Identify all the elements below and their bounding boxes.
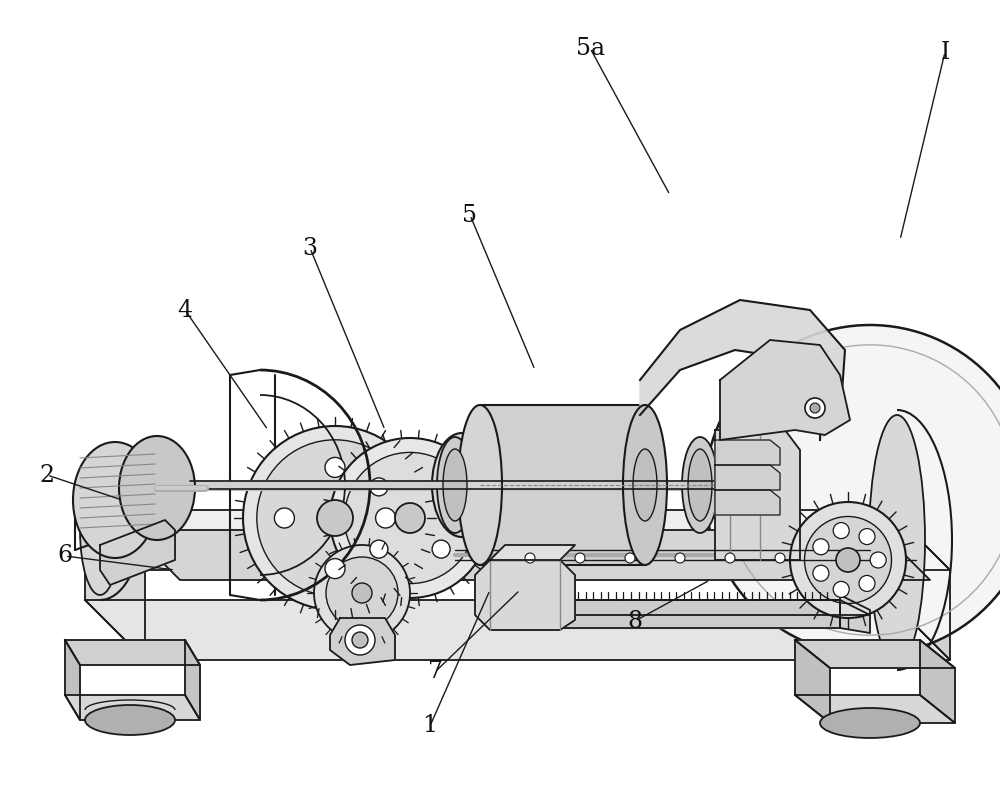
Ellipse shape <box>813 565 829 581</box>
Polygon shape <box>720 340 850 440</box>
Ellipse shape <box>443 449 467 521</box>
Polygon shape <box>715 490 780 515</box>
Ellipse shape <box>525 553 535 563</box>
Ellipse shape <box>790 502 906 618</box>
Polygon shape <box>490 600 840 628</box>
Text: 3: 3 <box>302 237 318 260</box>
Ellipse shape <box>274 508 294 528</box>
Ellipse shape <box>370 478 388 496</box>
Polygon shape <box>715 430 800 560</box>
Polygon shape <box>490 545 575 560</box>
Polygon shape <box>840 595 870 633</box>
Ellipse shape <box>395 503 425 533</box>
Ellipse shape <box>623 405 667 565</box>
Text: 5: 5 <box>462 203 478 226</box>
Ellipse shape <box>243 426 427 610</box>
Polygon shape <box>795 640 955 668</box>
Ellipse shape <box>833 581 849 598</box>
Ellipse shape <box>119 436 195 540</box>
Ellipse shape <box>352 632 368 648</box>
Ellipse shape <box>575 553 585 563</box>
Ellipse shape <box>805 398 825 418</box>
Ellipse shape <box>73 442 157 558</box>
Ellipse shape <box>627 437 663 533</box>
Ellipse shape <box>330 438 490 598</box>
Polygon shape <box>185 640 200 720</box>
Polygon shape <box>920 640 955 723</box>
Ellipse shape <box>804 516 892 603</box>
Ellipse shape <box>85 705 175 735</box>
Polygon shape <box>65 695 200 720</box>
Ellipse shape <box>813 539 829 555</box>
Ellipse shape <box>432 478 450 496</box>
Ellipse shape <box>725 553 735 563</box>
Ellipse shape <box>432 540 450 558</box>
Ellipse shape <box>345 625 375 655</box>
Text: 4: 4 <box>177 299 193 321</box>
Ellipse shape <box>625 553 635 563</box>
Ellipse shape <box>833 523 849 539</box>
Polygon shape <box>795 695 955 723</box>
Ellipse shape <box>314 545 410 641</box>
Ellipse shape <box>432 433 492 537</box>
Ellipse shape <box>80 465 120 595</box>
Ellipse shape <box>326 557 398 629</box>
Polygon shape <box>130 530 930 580</box>
Polygon shape <box>85 510 950 570</box>
Ellipse shape <box>325 457 345 477</box>
Text: 7: 7 <box>428 661 442 684</box>
Ellipse shape <box>688 449 712 521</box>
Ellipse shape <box>810 403 820 413</box>
Text: 1: 1 <box>422 714 438 737</box>
Polygon shape <box>475 560 575 630</box>
Ellipse shape <box>344 453 476 583</box>
Polygon shape <box>715 440 780 465</box>
Text: 6: 6 <box>57 544 73 567</box>
Polygon shape <box>65 640 80 720</box>
Ellipse shape <box>352 583 372 603</box>
Polygon shape <box>85 600 950 660</box>
Polygon shape <box>490 600 870 615</box>
Polygon shape <box>65 640 200 665</box>
Ellipse shape <box>317 500 353 536</box>
Ellipse shape <box>820 708 920 738</box>
Polygon shape <box>85 510 145 660</box>
Ellipse shape <box>836 548 860 572</box>
Polygon shape <box>890 510 950 660</box>
Ellipse shape <box>458 405 502 565</box>
Ellipse shape <box>257 440 413 596</box>
Text: 5a: 5a <box>576 37 604 60</box>
Ellipse shape <box>325 559 345 579</box>
Ellipse shape <box>452 475 472 495</box>
Text: I: I <box>940 41 950 64</box>
Circle shape <box>705 325 1000 655</box>
Ellipse shape <box>437 437 473 533</box>
Ellipse shape <box>859 575 875 591</box>
Ellipse shape <box>633 449 657 521</box>
Ellipse shape <box>869 415 925 665</box>
Polygon shape <box>330 618 395 665</box>
Polygon shape <box>715 465 780 490</box>
Bar <box>480 405 645 565</box>
Ellipse shape <box>870 552 886 568</box>
Ellipse shape <box>675 553 685 563</box>
Ellipse shape <box>440 445 484 525</box>
Ellipse shape <box>376 508 396 528</box>
Ellipse shape <box>682 437 718 533</box>
Ellipse shape <box>370 540 388 558</box>
Ellipse shape <box>859 528 875 544</box>
Polygon shape <box>100 520 175 585</box>
Polygon shape <box>795 640 830 723</box>
Polygon shape <box>640 300 845 440</box>
Text: 2: 2 <box>39 464 55 486</box>
Ellipse shape <box>775 553 785 563</box>
Text: 8: 8 <box>627 610 643 633</box>
